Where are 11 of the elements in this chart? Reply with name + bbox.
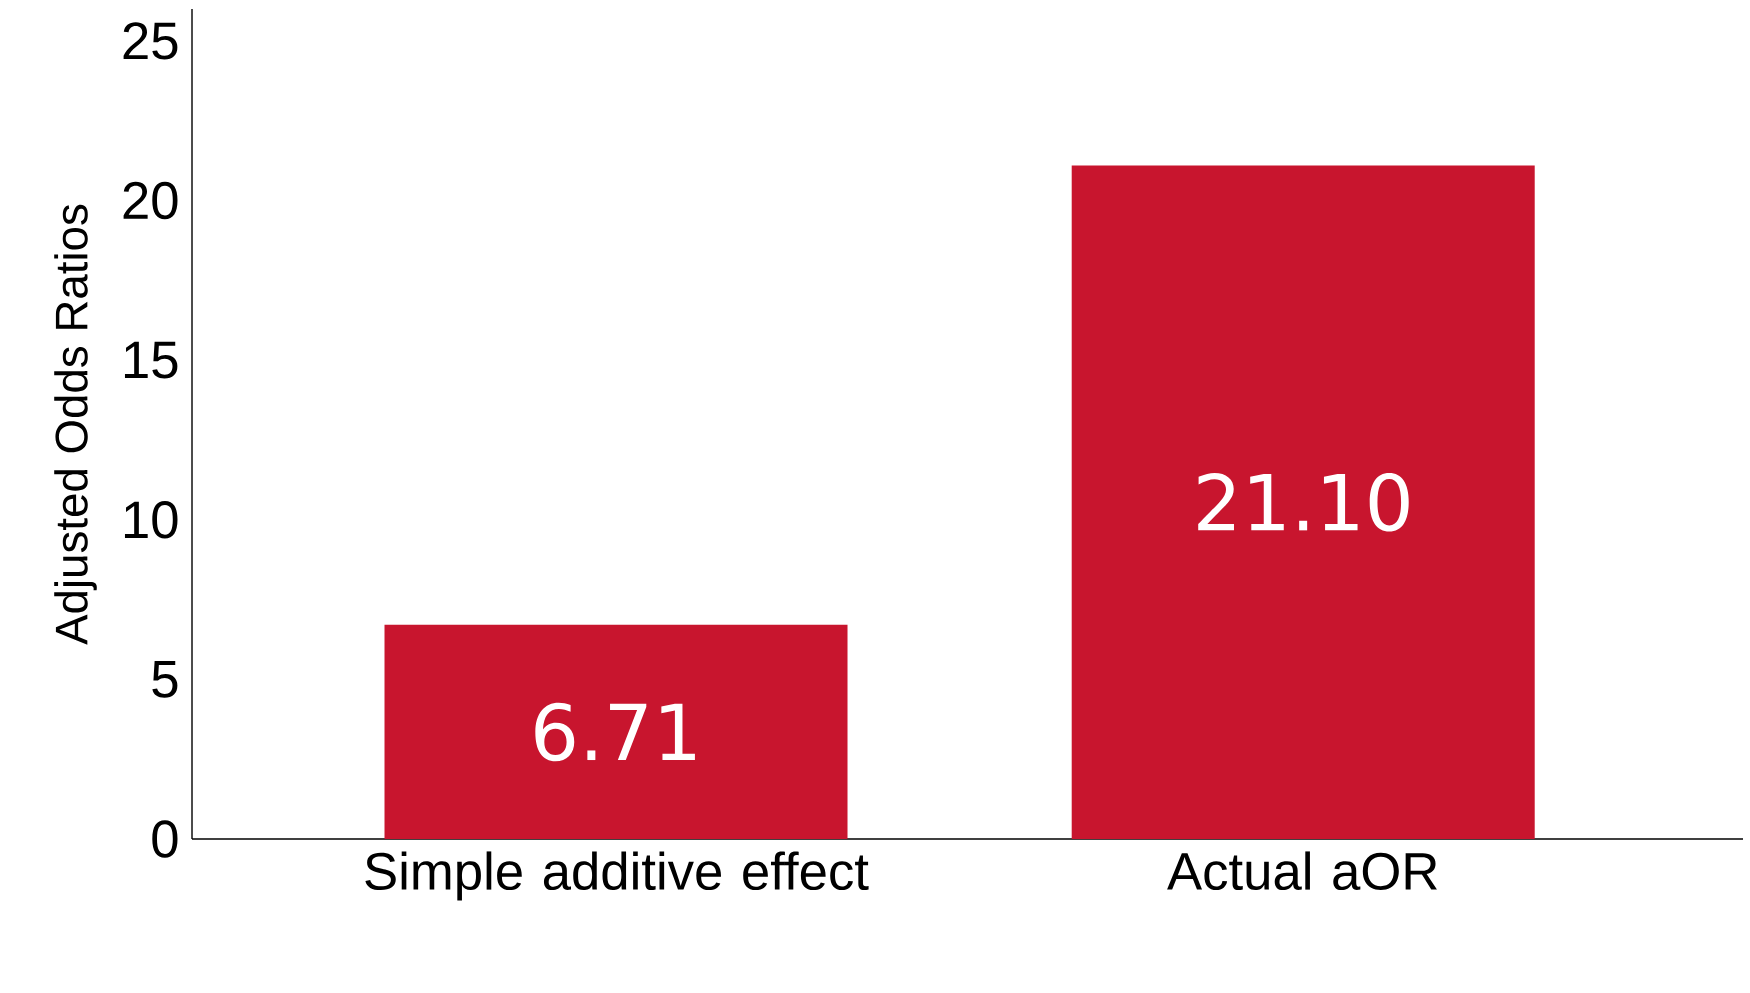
y-tick-label: 25: [123, 22, 178, 60]
y-axis-title: Adjusted Odds Ratios: [54, 204, 97, 645]
data-label: 6.71: [535, 702, 695, 762]
y-tick-label: 20: [123, 181, 178, 220]
y-tick-label: 15: [124, 341, 178, 379]
data-label: 21.10: [1198, 472, 1409, 532]
x-tick-label: Simple additive effect: [365, 851, 869, 901]
y-tick-label: 10: [124, 501, 178, 539]
y-tick-label: 5: [152, 660, 178, 698]
y-tick-label: 0: [152, 820, 178, 858]
x-tick-label: Actual aOR: [1167, 851, 1437, 891]
